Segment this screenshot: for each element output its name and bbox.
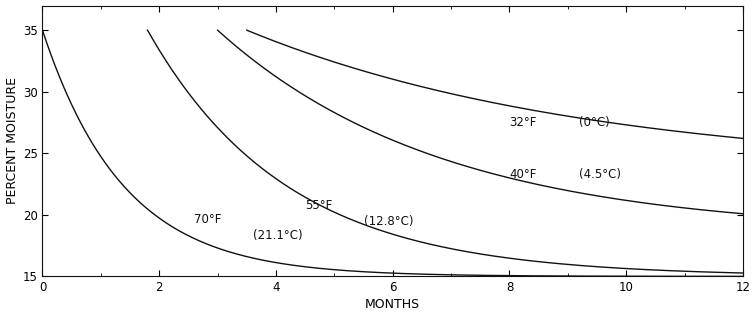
Text: 55°F: 55°F	[305, 198, 333, 211]
Text: 70°F: 70°F	[194, 213, 222, 226]
Text: (21.1°C): (21.1°C)	[253, 229, 302, 242]
Text: (12.8°C): (12.8°C)	[364, 215, 413, 228]
Text: (0°C): (0°C)	[580, 116, 610, 129]
Text: 32°F: 32°F	[510, 116, 537, 129]
Y-axis label: PERCENT MOISTURE: PERCENT MOISTURE	[5, 77, 19, 204]
Text: (4.5°C): (4.5°C)	[580, 168, 621, 181]
X-axis label: MONTHS: MONTHS	[365, 298, 420, 311]
Text: 40°F: 40°F	[510, 168, 537, 181]
